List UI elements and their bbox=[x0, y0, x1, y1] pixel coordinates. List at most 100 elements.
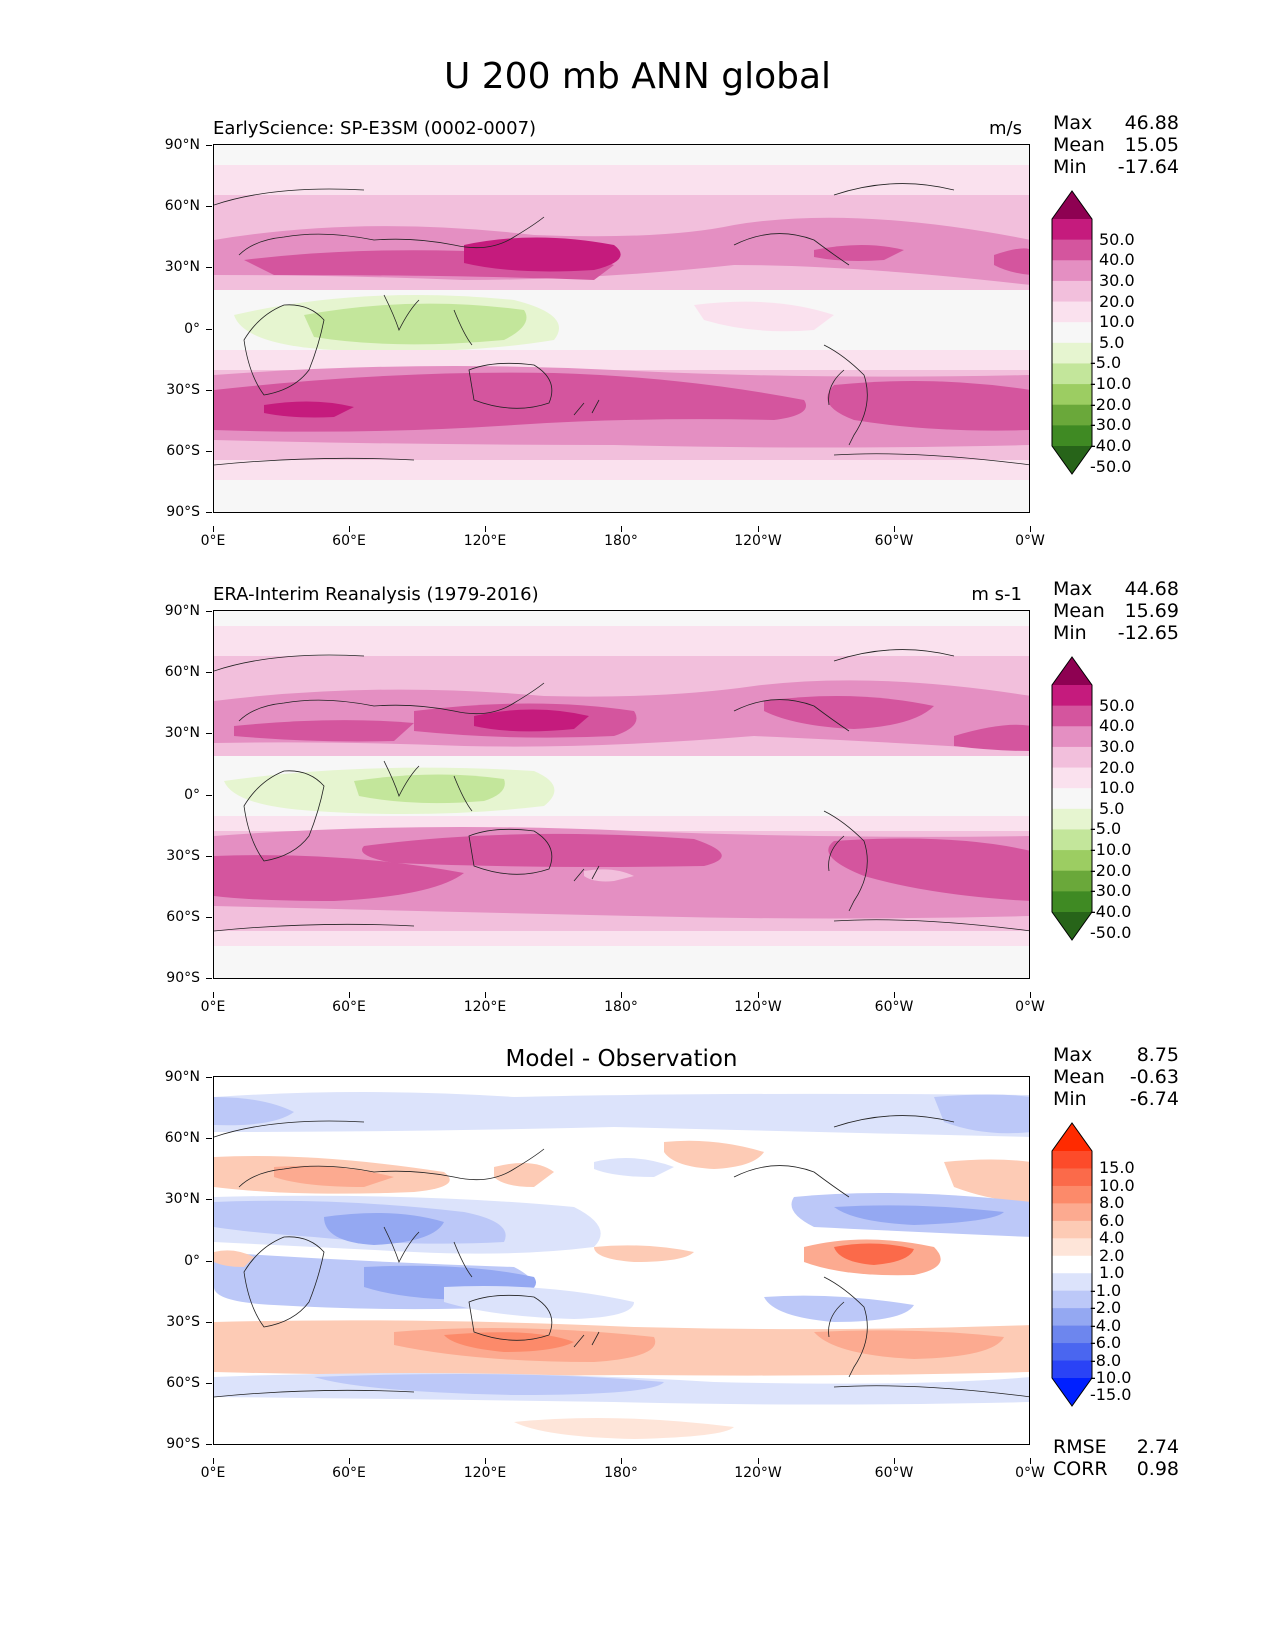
colorbar-segment bbox=[1052, 404, 1092, 426]
panel-units: m/s bbox=[989, 118, 1022, 139]
panel-title-left: EarlyScience: SP-E3SM (0002-0007) bbox=[213, 118, 537, 139]
map-reference bbox=[213, 610, 1030, 979]
y-tick: 30°S bbox=[140, 848, 212, 864]
stat-label: Max bbox=[1053, 1044, 1093, 1066]
colorbar-tick-label: 50.0 bbox=[1099, 695, 1135, 715]
colorbar-segment bbox=[1052, 726, 1092, 748]
x-tick: 120°W bbox=[723, 992, 793, 1015]
colorbar-tick-label: -30.0 bbox=[1090, 415, 1132, 435]
colorbar-tick-label: -40.0 bbox=[1090, 436, 1132, 455]
y-tick: 30°N bbox=[140, 725, 212, 741]
map-test bbox=[213, 144, 1030, 513]
x-tick: 0°E bbox=[178, 1458, 248, 1481]
colorbar-tick-label: -10.0 bbox=[1090, 1368, 1132, 1387]
colorbar-tick-label: -2.0 bbox=[1090, 1298, 1122, 1318]
colorbar-tick-label: 30.0 bbox=[1099, 270, 1135, 290]
colorbar-graphic bbox=[1051, 656, 1093, 941]
y-tick: 90°N bbox=[140, 1069, 212, 1085]
colorbar-segment bbox=[1052, 1360, 1092, 1379]
panel-units: m s-1 bbox=[971, 584, 1022, 605]
y-tick: 60°N bbox=[140, 1130, 212, 1146]
y-tick: 0° bbox=[140, 787, 212, 803]
y-tick: 30°S bbox=[140, 382, 212, 398]
colorbar-segment bbox=[1052, 280, 1092, 303]
colorbar: 15.0 10.0 8.0 6.0 4.0 2.0 1.0 -1.0 -2.0 -4.0 -6.0-… bbox=[1051, 1122, 1135, 1411]
x-tick: 120°W bbox=[723, 526, 793, 549]
x-tick: 0°E bbox=[178, 992, 248, 1015]
colorbar-segment bbox=[1052, 767, 1092, 789]
x-tick: 60°W bbox=[859, 992, 929, 1015]
stat-label: Min bbox=[1053, 1088, 1087, 1110]
colorbar-segment bbox=[1052, 685, 1092, 707]
colorbar-tick-label: 6.0 bbox=[1099, 1210, 1125, 1230]
y-tick: 60°N bbox=[140, 198, 212, 214]
y-tick: 0° bbox=[140, 1253, 212, 1269]
stat-mean: 15.05 bbox=[1124, 134, 1179, 156]
colorbar-segment bbox=[1052, 1308, 1092, 1327]
stat-label: Max bbox=[1053, 112, 1093, 134]
metric-label: RMSE bbox=[1053, 1436, 1107, 1458]
colorbar-segment bbox=[1052, 1255, 1092, 1274]
colorbar-tick-label: -4.0 bbox=[1090, 1315, 1122, 1335]
panel-reference: ERA-Interim Reanalysis (1979-2016) m s-1… bbox=[0, 578, 1275, 1034]
figure-title: U 200 mb ANN global bbox=[443, 56, 832, 97]
colorbar-segment bbox=[1052, 808, 1092, 830]
colorbar-segment bbox=[1052, 425, 1092, 447]
x-tick: 120°E bbox=[450, 1458, 520, 1481]
colorbar-extend-max bbox=[1052, 657, 1092, 685]
colorbar-tick-label: 40.0 bbox=[1099, 716, 1135, 736]
colorbar-segment bbox=[1052, 322, 1092, 344]
y-tick: 60°S bbox=[140, 909, 212, 925]
x-tick: 120°W bbox=[723, 1458, 793, 1481]
stat-min: -12.65 bbox=[1117, 622, 1179, 644]
map-field-difference bbox=[214, 1077, 1029, 1444]
colorbar-tick-label: 1.0 bbox=[1099, 1263, 1125, 1283]
colorbar-tick-label: 8.0 bbox=[1099, 1193, 1125, 1213]
colorbar-extend-min bbox=[1052, 446, 1092, 474]
metric-corr: 0.98 bbox=[1136, 1458, 1179, 1480]
stats-box: Max 46.88 Mean 15.05 Min -17.64 bbox=[1053, 112, 1179, 178]
panel-title-left: ERA-Interim Reanalysis (1979-2016) bbox=[213, 584, 539, 605]
colorbar-tick-label: 40.0 bbox=[1099, 250, 1135, 270]
colorbar-tick-label: 10.0 bbox=[1099, 1175, 1135, 1195]
x-tick: 0°E bbox=[178, 526, 248, 549]
x-tick: 180° bbox=[586, 992, 656, 1015]
colorbar-graphic bbox=[1051, 190, 1093, 475]
stat-label: Max bbox=[1053, 578, 1093, 600]
y-tick: 30°N bbox=[140, 1191, 212, 1207]
colorbar-tick-label: 5.0 bbox=[1099, 332, 1125, 352]
colorbar-outline bbox=[1051, 656, 1093, 941]
y-tick: 90°N bbox=[140, 603, 212, 619]
stat-max: 8.75 bbox=[1136, 1044, 1179, 1066]
stats-box: Max 8.75 Mean -0.63 Min -6.74 bbox=[1053, 1044, 1179, 1110]
y-tick: 60°S bbox=[140, 443, 212, 459]
colorbar-segment bbox=[1052, 384, 1092, 406]
colorbar-segment bbox=[1052, 342, 1092, 364]
metrics-box: RMSE 2.74 CORR 0.98 bbox=[1053, 1436, 1179, 1480]
map-field-reference bbox=[214, 611, 1029, 978]
metric-label: CORR bbox=[1053, 1458, 1108, 1480]
colorbar-segment bbox=[1052, 260, 1092, 282]
x-tick: 60°W bbox=[859, 1458, 929, 1481]
stat-max: 46.88 bbox=[1124, 112, 1179, 134]
colorbar-segment bbox=[1052, 1151, 1092, 1169]
colorbar-tick-label: 30.0 bbox=[1099, 736, 1135, 756]
colorbar-segment bbox=[1052, 1238, 1092, 1257]
y-tick: 0° bbox=[140, 321, 212, 337]
colorbar-extend-min bbox=[1052, 1378, 1092, 1406]
y-tick: 30°N bbox=[140, 259, 212, 275]
colorbar-segment bbox=[1052, 363, 1092, 385]
y-tick: 90°N bbox=[140, 137, 212, 153]
colorbar-segment bbox=[1052, 705, 1092, 727]
x-tick: 60°W bbox=[859, 526, 929, 549]
panel-test: EarlyScience: SP-E3SM (0002-0007) m/s Ma… bbox=[0, 112, 1275, 568]
colorbar-tick-label: 10.0 bbox=[1099, 312, 1135, 332]
stat-mean: 15.69 bbox=[1124, 600, 1179, 622]
colorbar-tick-label: -10.0 bbox=[1090, 840, 1132, 860]
stat-label: Min bbox=[1053, 622, 1087, 644]
stat-label: Mean bbox=[1053, 600, 1105, 622]
colorbar-tick-label: 50.0 bbox=[1099, 229, 1135, 249]
colorbar-tick-label: -5.0 bbox=[1090, 819, 1122, 839]
map-difference bbox=[213, 1076, 1030, 1445]
x-tick: 120°E bbox=[450, 526, 520, 549]
